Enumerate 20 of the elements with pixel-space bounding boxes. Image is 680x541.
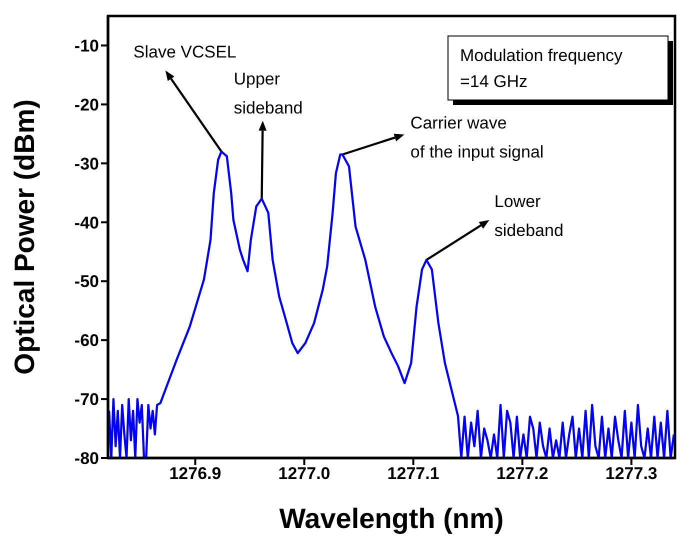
y-tick-label: -30: [74, 154, 99, 174]
y-tick-label: -70: [74, 390, 99, 410]
y-tick-label: -80: [74, 449, 99, 468]
y-tick-label: -60: [74, 331, 99, 350]
x-tick-label: 1277.2: [496, 464, 548, 484]
y-tick-label: -20: [74, 95, 99, 114]
annotation: Slave VCSEL: [133, 42, 236, 62]
annotation: Carrier wave of the input signal: [410, 113, 544, 162]
x-tick-label: 1276.9: [169, 464, 222, 484]
annotation: Modulation frequency =14 GHz: [460, 46, 624, 91]
y-axis-title: Optical Power (dBm): [9, 99, 40, 375]
x-tick-label: 1277.1: [387, 464, 440, 484]
y-tick-label: -10: [74, 36, 99, 56]
annotation: Upper sideband: [234, 70, 303, 118]
x-tick-label: 1277.0: [278, 464, 330, 484]
x-tick-label: 1277.3: [605, 464, 658, 484]
x-axis-title: Wavelength (nm): [279, 503, 504, 534]
y-tick-label: -40: [74, 213, 99, 232]
y-tick-label: -50: [74, 272, 99, 292]
annotation: Lower sideband: [494, 192, 564, 240]
